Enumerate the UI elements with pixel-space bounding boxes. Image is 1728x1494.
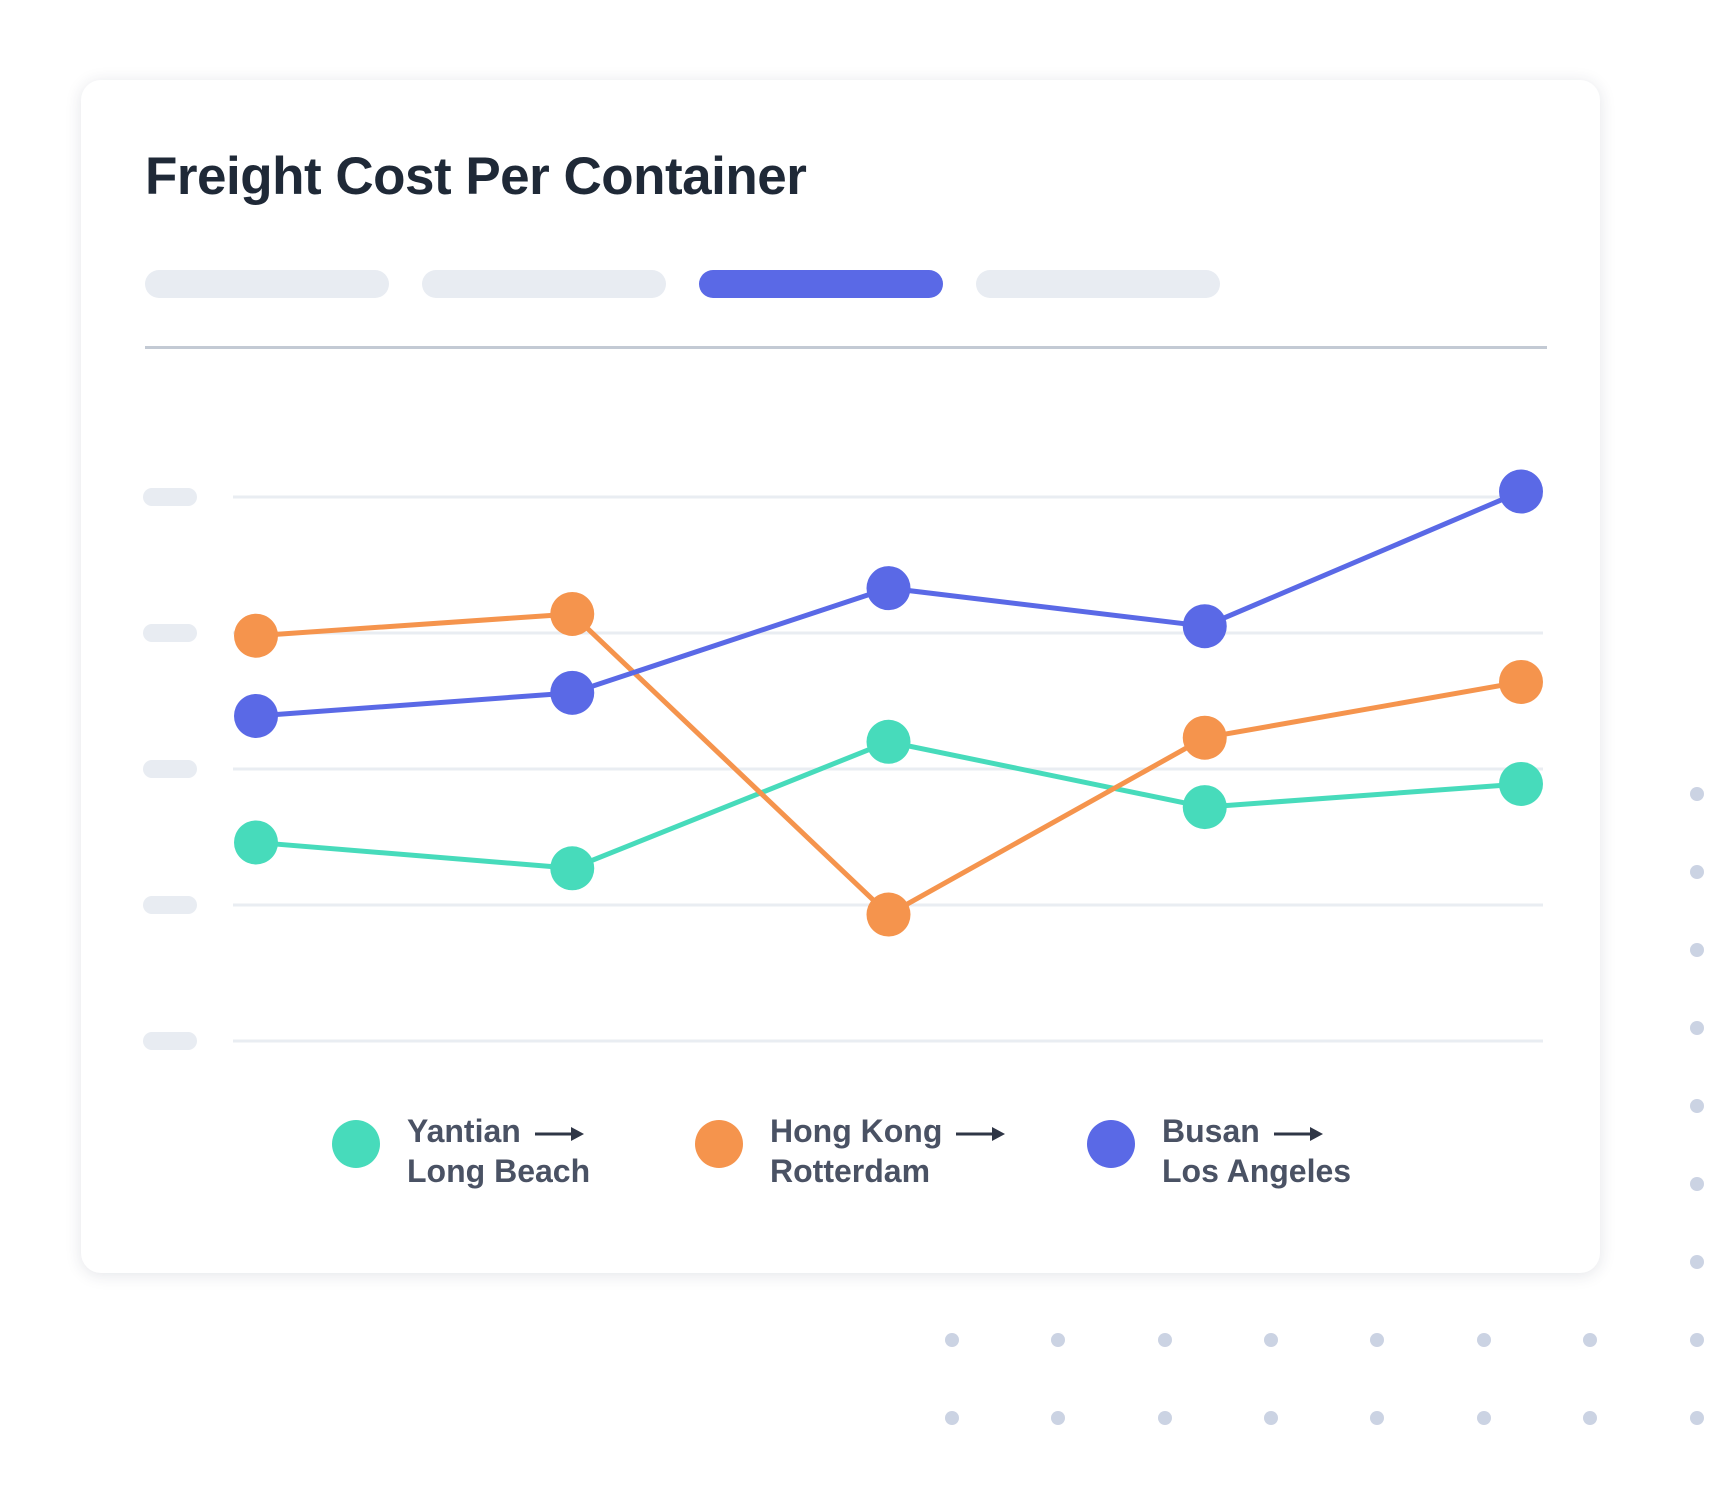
y-tick-label-placeholder [143,896,197,914]
decorative-dot [1264,1333,1278,1347]
data-point-series-2-3 [1182,604,1227,649]
legend-destination: Rotterdam [770,1153,931,1189]
data-point-series-0-3 [1182,785,1227,830]
legend-label: Yantian Long Beach [407,1111,590,1191]
decorative-dot [1051,1333,1065,1347]
legend-swatch [695,1120,743,1168]
decorative-dot [1690,1255,1704,1269]
line-chart [143,469,1543,1050]
chart-card: Freight Cost Per Container Yantian Long … [81,80,1600,1273]
y-tick-label-placeholder [143,760,197,778]
decorative-dot [1690,865,1704,879]
arrow-right-icon [534,1126,584,1141]
data-point-series-2-4 [1499,469,1543,514]
header-divider [145,346,1547,349]
decorative-dot [1477,1411,1491,1425]
data-point-series-1-1 [550,591,595,636]
decorative-dot [1051,1411,1065,1425]
data-point-series-2-0 [234,693,278,738]
decorative-dot [1264,1411,1278,1425]
decorative-dot [1158,1411,1172,1425]
legend-swatch [332,1120,380,1168]
tab-4[interactable] [976,270,1220,298]
decorative-dot [945,1333,959,1347]
data-point-series-2-1 [550,670,595,715]
y-tick-label-placeholder [143,1032,197,1050]
decorative-dot [1583,1411,1597,1425]
data-point-series-0-4 [1499,761,1543,806]
data-point-series-1-4 [1499,659,1543,704]
legend-label: Busan Los Angeles [1162,1111,1351,1191]
data-point-series-2-2 [866,566,911,611]
data-point-series-1-3 [1182,715,1227,760]
chart-legend: Yantian Long Beach Hong Kong Rotterdam B… [81,1113,1600,1240]
decorative-dot [1690,787,1704,801]
decorative-dot [1583,1333,1597,1347]
legend-label: Hong Kong Rotterdam [770,1111,1006,1191]
decorative-dot [1690,1099,1704,1113]
decorative-dot [1477,1333,1491,1347]
tab-1[interactable] [145,270,389,298]
decorative-dot [1690,1177,1704,1191]
y-tick-label-placeholder [143,624,197,642]
arrow-right-icon [956,1126,1006,1141]
legend-origin: Busan [1162,1113,1260,1149]
data-point-series-0-1 [550,846,595,891]
decorative-dot [1690,1333,1704,1347]
data-point-series-1-2 [866,892,911,937]
data-point-series-0-0 [234,820,278,865]
legend-destination: Long Beach [407,1153,591,1189]
tab-3-active[interactable] [699,270,943,298]
data-point-series-1-0 [234,613,278,658]
arrow-right-icon [1273,1126,1323,1141]
tab-2[interactable] [422,270,666,298]
decorative-dot [945,1411,959,1425]
legend-origin: Yantian [407,1113,521,1149]
decorative-dot [1690,943,1704,957]
series-line-1 [255,611,1522,918]
legend-origin: Hong Kong [770,1113,943,1149]
decorative-dot [1370,1411,1384,1425]
decorative-dot [1158,1333,1172,1347]
legend-destination: Los Angeles [1162,1153,1352,1189]
decorative-dot [1370,1333,1384,1347]
decorative-dot [1690,1411,1704,1425]
legend-swatch [1087,1120,1135,1168]
decorative-dot [1690,1021,1704,1035]
chart-title: Freight Cost Per Container [145,147,807,206]
data-point-series-0-2 [866,719,911,764]
y-tick-label-placeholder [143,488,197,506]
